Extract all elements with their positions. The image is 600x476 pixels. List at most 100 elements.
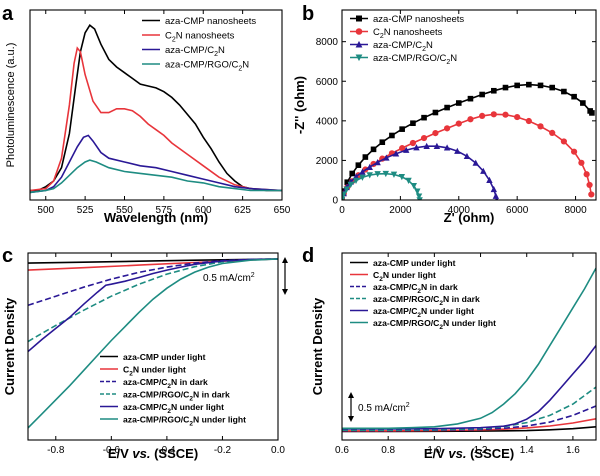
legend-label-a-aza-cmp-c2n: aza-CMP/C2N [165, 45, 225, 58]
panel-d: d 0.6 0.8 1.0 1.2 1.4 1.6 E/V vs. (SSCE) Current… [302, 245, 597, 461]
marker-b-aza-cmp-c2n-22 [494, 196, 499, 200]
marker-b-aza-cmp-rgo-c2n-1 [342, 191, 347, 198]
x-tick-label-a-0: 500 [37, 205, 54, 216]
x-tick-label-d-4: 1.4 [520, 445, 534, 456]
marker-b-aza-cmp-c2n-20 [490, 185, 498, 193]
series-line-d-aza-cmp-c2n-under-light [342, 345, 596, 430]
legend-label-a-aza-cmp-nanosheets: aza-CMP nanosheets [165, 16, 256, 27]
marker-b-aza-cmp-nanosheets-15 [467, 95, 474, 102]
marker-b-c2n-nanosheets-9 [399, 145, 406, 152]
panel-label-b: b [302, 3, 314, 25]
marker-b-c2n-nanosheets-11 [420, 134, 428, 142]
marker-b-aza-cmp-rgo-c2n-11 [405, 177, 412, 185]
x-tick-label-d-2: 1.0 [427, 445, 441, 456]
marker-b-c2n-nanosheets-19 [514, 113, 521, 121]
marker-b-c2n-nanosheets-10 [409, 139, 417, 147]
marker-b-c2n-nanosheets-17 [490, 111, 497, 118]
marker-b-c2n-nanosheets-16 [479, 112, 486, 119]
marker-b-aza-cmp-c2n-13 [433, 142, 441, 149]
x-tick-label-b-1: 2000 [389, 205, 412, 216]
marker-b-aza-cmp-rgo-c2n-8 [382, 170, 389, 178]
series-line-d-c2n-under-light [342, 418, 596, 432]
plot-frame-c [27, 252, 279, 441]
x-tick-label-a-1: 525 [77, 205, 94, 216]
legend-label-a-c2n-nanosheets: C2N nanosheets [165, 31, 235, 44]
x-axis-label-a: Wavelength (nm) [104, 210, 208, 225]
marker-b-aza-cmp-c2n-14 [443, 144, 451, 151]
marker-b-aza-cmp-rgo-c2n-10 [398, 174, 406, 181]
panel-a: a 500 525 550 575 600 625 650 Wavelength (nm) Pho… [2, 3, 291, 225]
scale-bar-arrow-up-c [282, 257, 288, 263]
x-tick-label-d-5: 1.6 [566, 445, 580, 456]
x-tick-label-c-2: -0.4 [158, 445, 176, 456]
x-axis-label-d: E/V vs. (SSCE) [424, 446, 514, 461]
marker-b-c2n-nanosheets-22 [549, 129, 556, 137]
y-axis-label-c: Current Density [2, 297, 17, 395]
marker-b-aza-cmp-rgo-c2n-14 [415, 193, 423, 200]
x-tick-label-a-6: 650 [274, 205, 291, 216]
plot-frame-d [341, 252, 597, 441]
marker-b-aza-cmp-nanosheets-5 [362, 154, 369, 160]
marker-b-aza-cmp-rgo-c2n-7 [374, 171, 381, 178]
series-group-b [342, 81, 595, 200]
x-tick-label-a-5: 625 [234, 205, 251, 216]
legend-label-b-aza-cmp-rgo-c2n: aza-CMP/RGO/C2N [373, 53, 457, 66]
series-line-d-aza-cmp-rgo-c2n-in-dark [342, 386, 596, 431]
marker-b-aza-cmp-nanosheets-20 [526, 81, 532, 88]
marker-b-c2n-nanosheets-18 [502, 111, 509, 118]
marker-b-c2n-nanosheets-14 [455, 120, 462, 127]
scale-bar-arrow-down-c [282, 289, 288, 295]
series-group-a [30, 24, 282, 194]
scale-bar-label-d: 0.5 mA/cm2 [358, 402, 410, 414]
marker-b-aza-cmp-nanosheets-8 [389, 132, 395, 139]
legend-marker-b-aza-cmp-rgo-c2n [355, 54, 363, 62]
series-line-a-aza-cmp-nanosheets [30, 24, 282, 192]
legend-marker-b-c2n-nanosheets [355, 28, 363, 35]
x-tick-label-c-3: -0.2 [214, 445, 232, 456]
legend-label-c-aza-cmp-c2n-in-dark: aza-CMP/C2N in dark [123, 377, 208, 390]
series-line-c-aza-cmp-c2n-under-light [28, 258, 278, 353]
marker-b-c2n-nanosheets-23 [560, 138, 567, 145]
marker-b-aza-cmp-nanosheets-23 [561, 88, 567, 95]
x-tick-label-c-1: -0.6 [103, 445, 121, 456]
scale-bar-arrow-up-d [348, 392, 354, 398]
y-tick-label-b-0: 0 [332, 196, 338, 207]
series-line-c-aza-cmp-c2n-in-dark [28, 258, 278, 307]
x-axis-label-b: Z' (ohm) [444, 210, 495, 225]
marker-b-aza-cmp-nanosheets-16 [479, 91, 485, 98]
y-tick-label-b-3: 6000 [316, 77, 339, 88]
marker-b-aza-cmp-c2n-10 [403, 146, 410, 153]
marker-b-aza-cmp-nanosheets-24 [571, 93, 577, 100]
scale-bar-label-c: 0.5 mA/cm2 [203, 272, 255, 284]
legend-label-c-aza-cmp-c2n-under-light: aza-CMP/C2N under light [123, 402, 224, 415]
marker-b-aza-cmp-c2n-6 [366, 163, 373, 170]
marker-b-aza-cmp-rgo-c2n-13 [414, 188, 421, 195]
marker-b-aza-cmp-rgo-c2n-2 [343, 186, 350, 193]
legend-label-d-aza-cmp-under-light: aza-CMP under light [373, 258, 456, 268]
marker-b-aza-cmp-nanosheets-14 [455, 100, 462, 106]
marker-b-aza-cmp-nanosheets-4 [355, 162, 362, 168]
marker-b-aza-cmp-c2n-9 [392, 150, 400, 157]
legend-label-c-aza-cmp-rgo-c2n-under-light: aza-CMP/RGO/C2N under light [123, 415, 246, 428]
series-line-b-aza-cmp-nanosheets [342, 83, 593, 200]
x-tick-label-a-2: 550 [116, 205, 133, 216]
marker-b-aza-cmp-rgo-c2n-12 [410, 182, 418, 190]
marker-b-aza-cmp-nanosheets-10 [410, 120, 416, 127]
legend-label-d-aza-cmp-c2n-in-dark: aza-CMP/C2N in dark [373, 282, 458, 295]
x-tick-label-d-1: 0.8 [381, 445, 395, 456]
panel-label-d: d [302, 245, 314, 267]
panel-label-a: a [2, 3, 14, 25]
series-group-c [28, 258, 278, 429]
y-tick-label-b-1: 2000 [316, 156, 339, 167]
marker-b-aza-cmp-c2n-16 [463, 152, 471, 160]
y-tick-label-b-4: 8000 [316, 37, 339, 48]
marker-b-aza-cmp-c2n-15 [454, 147, 461, 154]
x-tick-label-d-3: 1.2 [474, 445, 488, 456]
marker-b-aza-cmp-nanosheets-9 [399, 126, 405, 132]
marker-b-aza-cmp-c2n-12 [423, 142, 430, 149]
marker-b-aza-cmp-rgo-c2n-3 [347, 181, 354, 188]
marker-b-aza-cmp-rgo-c2n-15 [416, 197, 423, 200]
marker-b-aza-cmp-c2n-21 [492, 192, 500, 199]
legend-label-c-c2n-under-light: C2N under light [123, 365, 186, 378]
